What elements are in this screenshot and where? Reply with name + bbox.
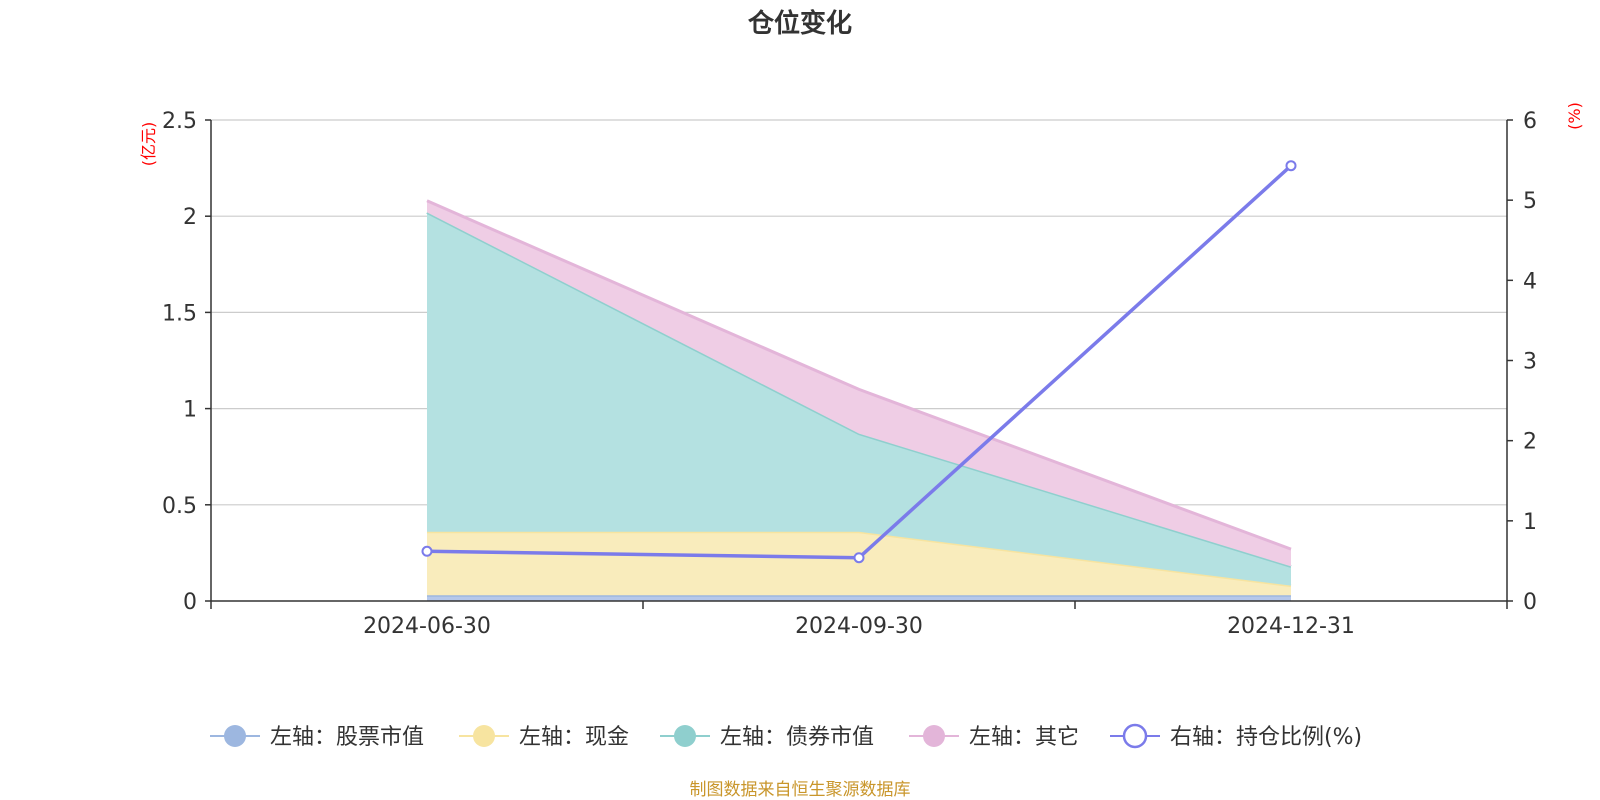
area-fill [427, 200, 1291, 567]
axes: 0 0.5 1 1.5 2 2.5 0 1 2 3 4 5 6 2024-06-30 2024-09-30 2… [162, 109, 1537, 639]
stacked-areas [426, 199, 1292, 601]
ratio-point [853, 552, 865, 564]
legend-label: 左轴：现金 [519, 725, 629, 750]
legend-marker [473, 725, 495, 747]
right-tick-label: 0 [1523, 590, 1537, 615]
legend-item: 左轴：债券市值 [660, 725, 874, 750]
right-tick-label: 1 [1523, 510, 1537, 535]
legend-item: 右轴：持仓比例(%) [1110, 723, 1362, 750]
ratio-point [1285, 160, 1297, 172]
ratio-point [421, 545, 433, 557]
left-tick-label: 0.5 [162, 494, 197, 519]
legend-marker [224, 725, 246, 747]
left-tick-label: 1 [183, 398, 197, 423]
legend: 左轴：股票市值 左轴：现金 左轴：债券市值 左轴：其它 右轴：持仓比例(%) [210, 723, 1362, 750]
right-axis-unit: (%) [1565, 102, 1584, 130]
legend-label: 左轴：债券市值 [720, 725, 874, 750]
holding-ratio-series [421, 160, 1297, 564]
x-tick-label: 2024-09-30 [795, 614, 923, 639]
legend-item: 左轴：其它 [909, 725, 1079, 750]
chart-title: 仓位变化 [747, 8, 852, 39]
legend-marker [674, 725, 696, 747]
area-fill [427, 531, 1291, 596]
legend-marker [1122, 723, 1148, 749]
legend-item: 左轴：股票市值 [210, 725, 424, 750]
left-tick-label: 2 [183, 205, 197, 230]
x-tick-label: 2024-12-31 [1227, 614, 1355, 639]
legend-label: 左轴：股票市值 [270, 725, 424, 750]
left-tick-label: 0 [183, 590, 197, 615]
right-tick-label: 2 [1523, 430, 1537, 455]
legend-marker [923, 725, 945, 747]
area-fill [427, 212, 1291, 586]
legend-label: 左轴：其它 [969, 725, 1079, 750]
left-tick-label: 1.5 [162, 301, 197, 326]
right-tick-label: 5 [1523, 189, 1537, 214]
left-axis-unit: (亿元) [139, 122, 158, 167]
x-tick-label: 2024-06-30 [363, 614, 491, 639]
legend-label: 右轴：持仓比例(%) [1170, 725, 1362, 750]
right-tick-label: 4 [1523, 269, 1537, 294]
left-tick-label: 2.5 [162, 109, 197, 134]
right-tick-label: 6 [1523, 109, 1537, 134]
data-source-note: 制图数据来自恒生聚源数据库 [690, 780, 911, 800]
area-top-line [426, 199, 1292, 551]
legend-item: 左轴：现金 [459, 725, 629, 750]
right-tick-label: 3 [1523, 350, 1537, 375]
